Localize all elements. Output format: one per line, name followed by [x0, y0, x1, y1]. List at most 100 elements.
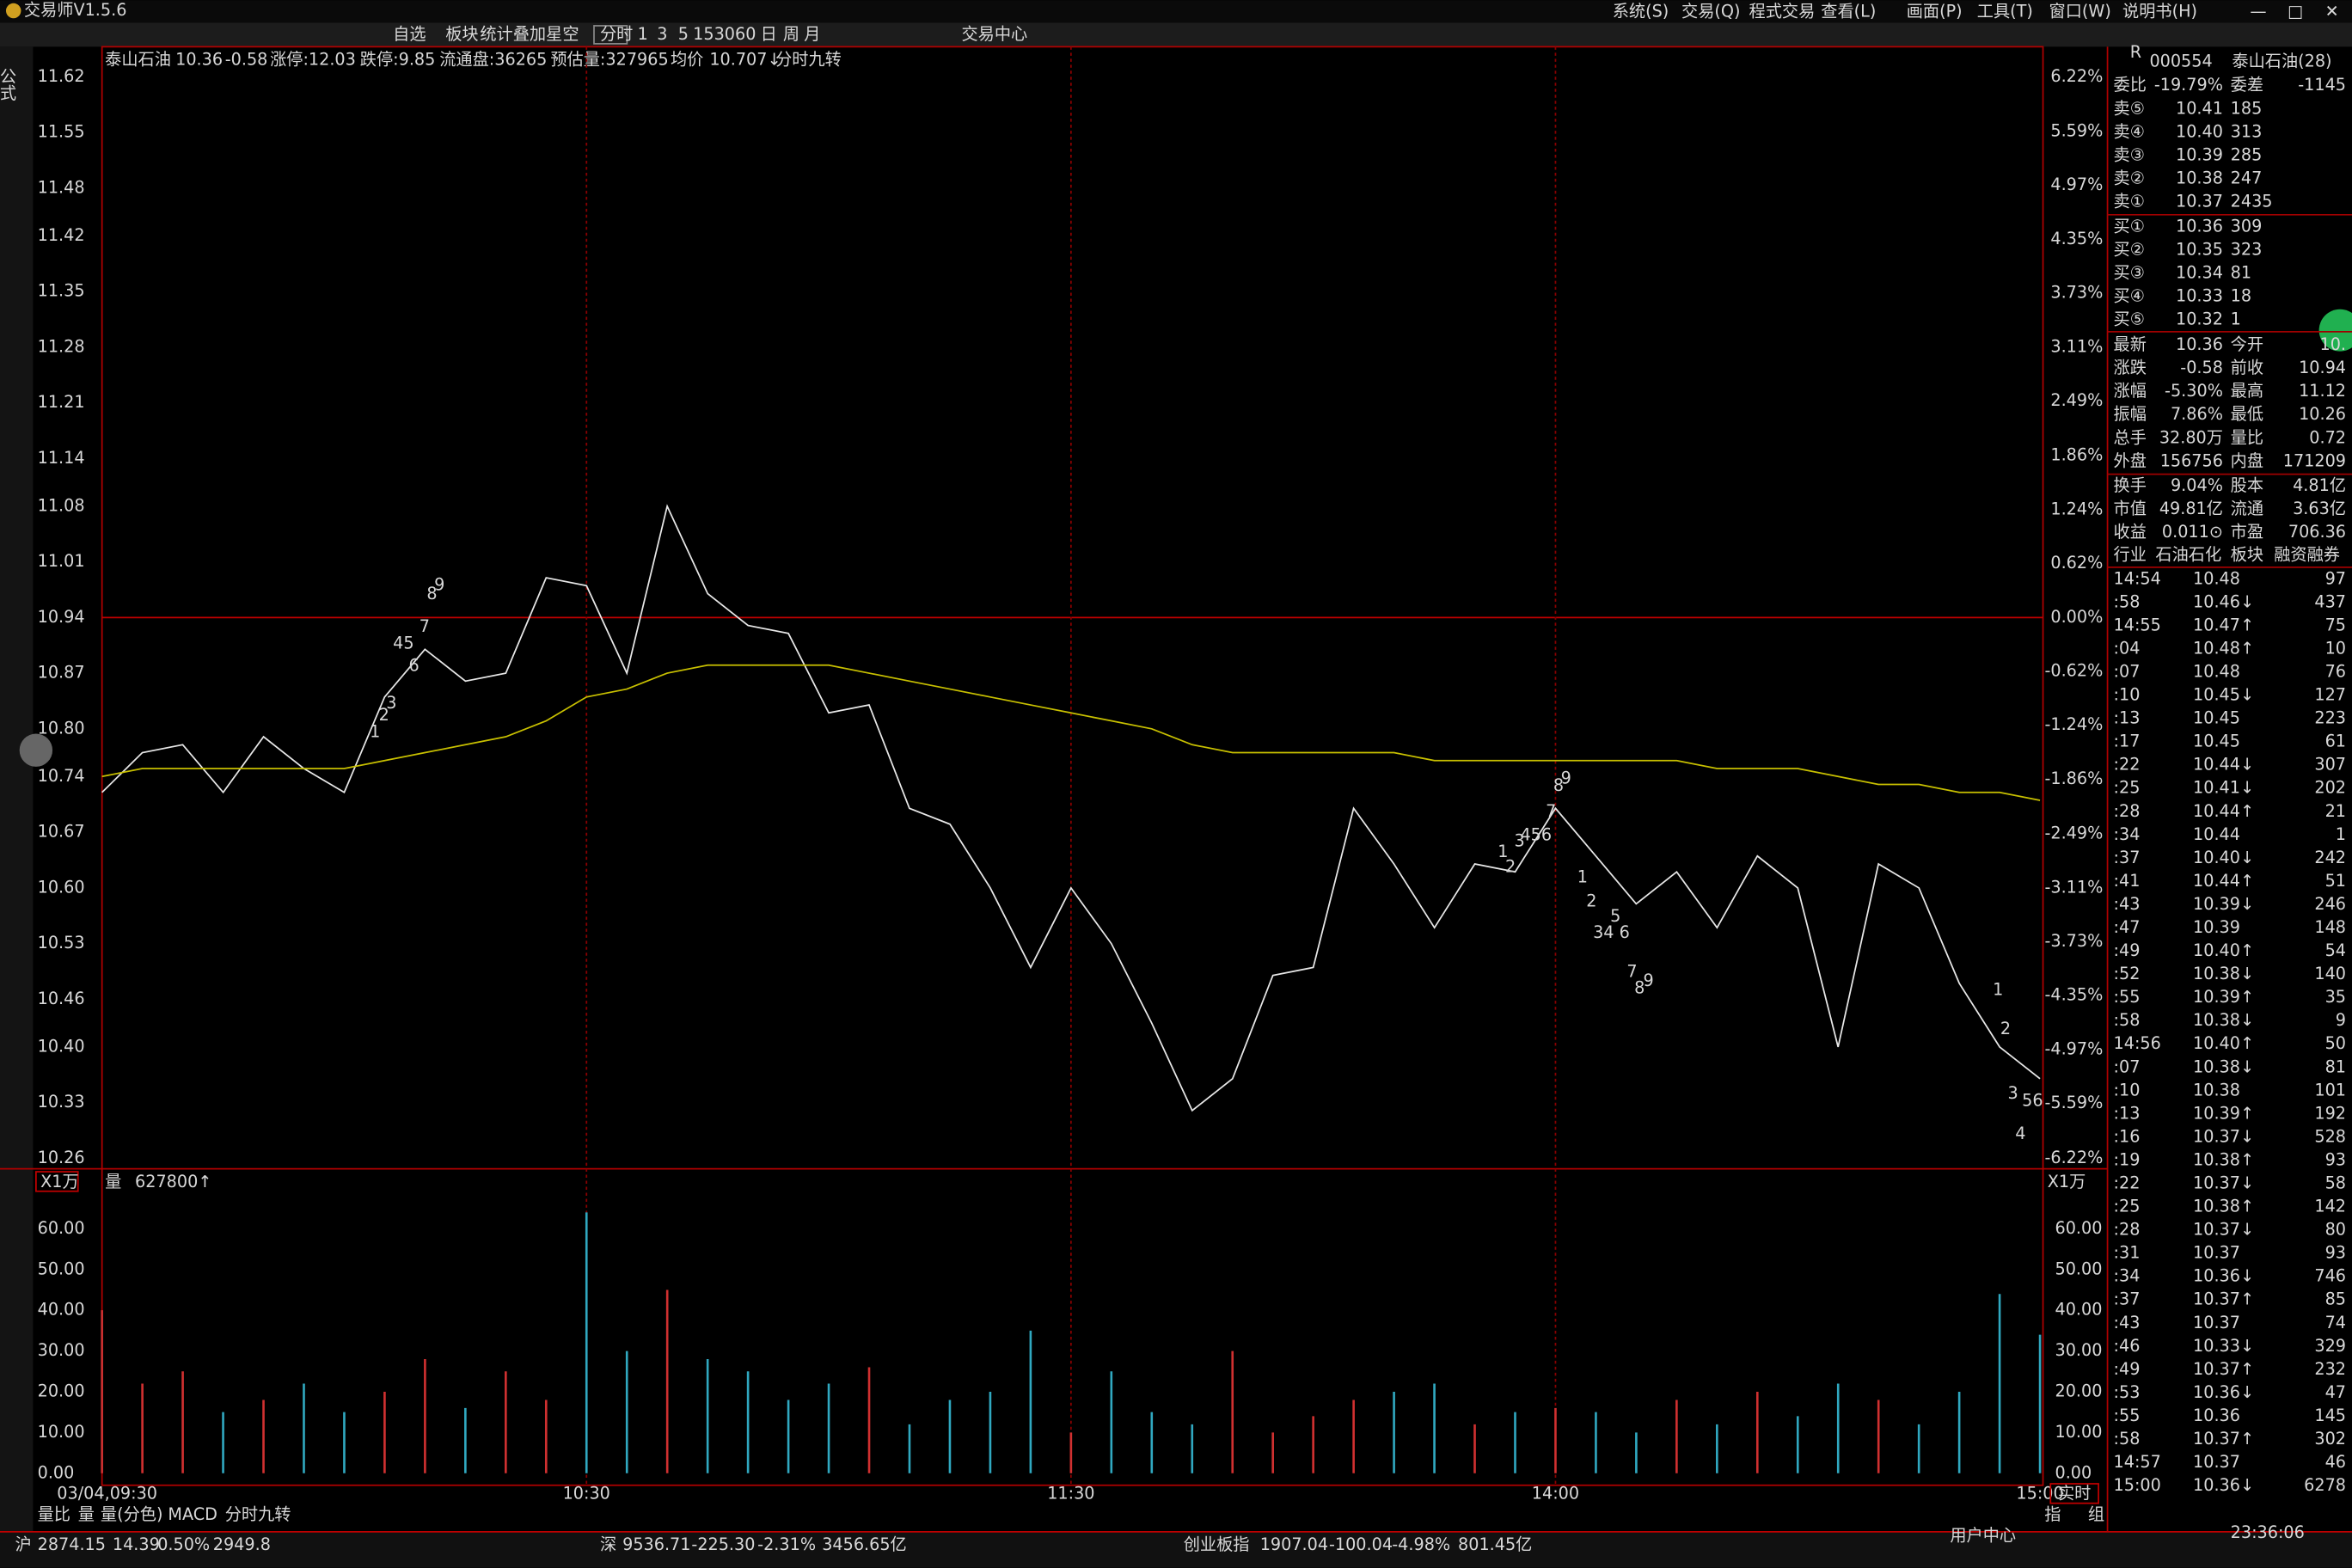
tick-price: 10.36↓	[2193, 1475, 2254, 1495]
y-tick-label: 10.80	[38, 718, 85, 738]
y-tick-label: 10.67	[38, 822, 85, 842]
index-sz: 9536.71	[622, 1534, 690, 1554]
nine-turn-label: 8	[1634, 978, 1645, 998]
y2-tick-label: 0.00%	[2050, 607, 2103, 627]
menu-item[interactable]: 查看(L)	[1821, 2, 1876, 21]
stat-cell: 振幅	[2114, 404, 2147, 424]
toolbar-item[interactable]: 叠加	[513, 24, 546, 44]
volume-tick-label: 30.00	[38, 1340, 85, 1360]
quote-est-volume: 预估量:327965	[550, 50, 668, 70]
index-sz: -2.31%	[757, 1534, 816, 1554]
fundamental-cell: 市值	[2114, 499, 2147, 518]
industry-cell: 石油石化	[2155, 544, 2221, 564]
tick-time: :04	[2114, 638, 2141, 658]
toolbar-item[interactable]: 日	[761, 24, 777, 44]
ask-cell: 卖⑤	[2114, 98, 2145, 118]
nine-turn-label: 1	[1993, 979, 2003, 999]
nine-turn-label: 3	[386, 693, 396, 713]
y2-tick-label: 4.35%	[2050, 229, 2103, 248]
status-bar	[0, 1531, 2352, 1568]
tick-time: :19	[2114, 1149, 2141, 1169]
scroll-knob[interactable]	[19, 733, 53, 767]
bid-cell: 10.32	[2176, 309, 2223, 328]
volume-tick-label-right: 50.00	[2055, 1259, 2103, 1278]
menu-item[interactable]: 说明书(H)	[2122, 2, 2197, 21]
stat-cell: 11.12	[2299, 381, 2346, 401]
tick-time: :10	[2114, 685, 2141, 705]
tick-price: 10.39↓	[2193, 894, 2254, 914]
toolbar-item[interactable]: 3	[657, 24, 667, 44]
y2-tick-label: 4.97%	[2050, 175, 2103, 194]
tick-time: 14:56	[2114, 1033, 2161, 1053]
toolbar-item[interactable]: 星空	[546, 24, 579, 44]
minimize-button[interactable]: —	[2250, 2, 2266, 21]
volume-tick-label: 10.00	[38, 1422, 85, 1442]
bottom-tab[interactable]: 量(分色)	[101, 1504, 163, 1524]
nine-turn-label: 8	[426, 584, 437, 603]
tick-price: 10.38↓	[2193, 1057, 2254, 1076]
tick-price: 10.37	[2193, 1452, 2240, 1472]
toolbar	[0, 22, 2352, 47]
toolbar-item[interactable]: 15	[693, 24, 714, 44]
tick-time: :28	[2114, 1220, 2141, 1240]
toolbar-item[interactable]: 月	[804, 24, 820, 44]
toolbar-item[interactable]: 板块	[445, 24, 478, 44]
toolbar-item[interactable]: 周	[783, 24, 799, 44]
fundamental-cell: 9.04%	[2171, 475, 2223, 495]
bottom-tab[interactable]: 分时九转	[225, 1504, 291, 1524]
volume-unit: X1万	[40, 1172, 79, 1191]
close-button[interactable]: ✕	[2325, 2, 2339, 21]
toolbar-item[interactable]: 自选	[393, 24, 426, 44]
user-center[interactable]: 用户中心	[1950, 1526, 2016, 1546]
tick-volume: 307	[2314, 755, 2346, 775]
tick-volume: 1	[2336, 824, 2346, 844]
tick-price: 10.44↑	[2193, 801, 2254, 821]
tick-price: 10.44↑	[2193, 871, 2254, 891]
maximize-button[interactable]: □	[2288, 2, 2303, 21]
side-button[interactable]: 组	[2088, 1504, 2104, 1524]
toolbar-item[interactable]: 1	[638, 24, 648, 44]
float-badge[interactable]	[2318, 309, 2352, 352]
toolbar-item[interactable]: 30	[714, 24, 735, 44]
index-cyb: 801.45亿	[1458, 1534, 1532, 1554]
toolbar-item[interactable]: 统计	[480, 24, 512, 44]
toolbar-item[interactable]: 分时	[600, 24, 633, 44]
menu-item[interactable]: 交易(Q)	[1681, 2, 1740, 21]
bid-cell: 买①	[2114, 216, 2145, 236]
menu-item[interactable]: 系统(S)	[1613, 2, 1669, 21]
stat-cell: 内盘	[2231, 450, 2263, 470]
index-cyb: 1907.04	[1260, 1534, 1328, 1554]
window-title: 交易师V1.5.6	[24, 0, 127, 20]
y2-tick-label: 3.11%	[2050, 336, 2103, 356]
stat-cell: 总手	[2114, 427, 2147, 447]
menu-item[interactable]: 画面(P)	[1907, 2, 1963, 21]
bottom-tab[interactable]: MACD	[168, 1504, 217, 1524]
stat-cell: -5.30%	[2165, 381, 2223, 401]
stat-cell: 涨幅	[2114, 381, 2147, 401]
y2-tick-label: -3.11%	[2044, 877, 2103, 897]
side-button[interactable]: 指	[2044, 1504, 2061, 1524]
tick-price: 10.41↓	[2193, 778, 2254, 798]
toolbar-item[interactable]: 交易中心	[961, 24, 1027, 44]
tick-price: 10.45	[2193, 708, 2240, 728]
tick-price: 10.37↓	[2193, 1126, 2254, 1146]
bid-cell: 10.35	[2176, 239, 2223, 259]
nine-turn-label: 1	[1498, 842, 1508, 861]
tick-time: :46	[2114, 1336, 2141, 1356]
bid-cell: 10.36	[2176, 216, 2223, 236]
menu-item[interactable]: 工具(T)	[1977, 2, 2033, 21]
bottom-tab[interactable]: 量	[78, 1504, 95, 1524]
menu-item[interactable]: 程式交易	[1749, 2, 1816, 21]
ask-cell: 10.40	[2176, 121, 2223, 141]
toolbar-item[interactable]: 5	[678, 24, 689, 44]
toolbar-item[interactable]: 60	[735, 24, 756, 44]
nine-turn-label: 8	[1553, 775, 1564, 795]
fundamental-cell: 0.011⊙	[2162, 522, 2223, 542]
ask-cell: 313	[2231, 121, 2263, 141]
bottom-tab[interactable]: 量比	[38, 1504, 70, 1524]
tick-time: :17	[2114, 732, 2141, 751]
menu-item[interactable]: 窗口(W)	[2049, 2, 2111, 21]
tick-price: 10.39↑	[2193, 987, 2254, 1007]
